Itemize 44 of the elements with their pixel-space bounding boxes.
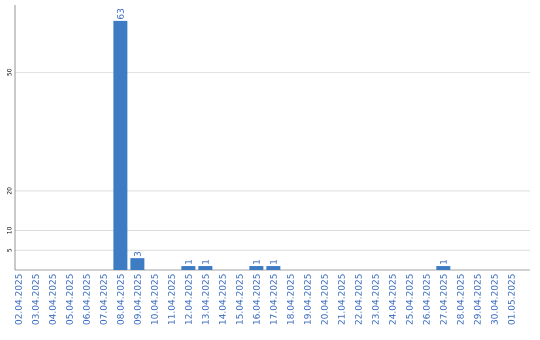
- data-label: 1: [270, 260, 277, 264]
- bar: [436, 266, 450, 270]
- bar: [113, 20, 128, 270]
- x-tick-label: 21.04.2025: [338, 274, 345, 324]
- bar: [249, 266, 264, 270]
- x-tick-label: 18.04.2025: [286, 274, 294, 324]
- x-tick-label: 25.04.2025: [406, 274, 413, 324]
- x-tick-label: 22.04.2025: [354, 274, 362, 324]
- bar: [130, 258, 144, 270]
- x-tick-label: 02.04.2025: [14, 274, 22, 324]
- data-label: 1: [185, 260, 192, 264]
- x-tick-label: 05.04.2025: [66, 274, 73, 324]
- x-tick-label: 19.04.2025: [304, 274, 311, 324]
- x-tick-label: 11.04.2025: [168, 274, 175, 324]
- x-tick-label: 17.04.2025: [270, 274, 277, 324]
- x-tick-label: 03.04.2025: [32, 274, 39, 324]
- x-tick-label: 04.04.2025: [48, 274, 56, 324]
- x-tick-label: 30.04.2025: [490, 274, 498, 324]
- data-label: 1: [202, 260, 209, 264]
- x-tick-label: 29.04.2025: [474, 274, 481, 324]
- x-tick-label: 28.04.2025: [456, 274, 464, 324]
- x-tick-label: 06.04.2025: [82, 274, 90, 324]
- bar: [266, 266, 280, 270]
- bar: [181, 266, 196, 270]
- x-tick-label: 24.04.2025: [388, 274, 396, 324]
- x-tick-label: 26.04.2025: [422, 274, 430, 324]
- data-label: 1: [253, 260, 260, 264]
- x-tick-label: 13.04.2025: [202, 274, 209, 324]
- x-tick-label: 14.04.2025: [218, 274, 226, 324]
- bar: [198, 266, 212, 270]
- x-tick-label: 12.04.2025: [184, 274, 192, 324]
- x-tick-label: 15.04.2025: [236, 274, 243, 324]
- x-tick-label: 27.04.2025: [440, 274, 447, 324]
- x-tick-label: 01.05.2025: [508, 274, 515, 324]
- x-tick-label: 09.04.2025: [134, 274, 141, 324]
- x-tick-label: 23.04.2025: [372, 274, 379, 324]
- data-label: 63: [116, 8, 124, 19]
- x-tick-label: 20.04.2025: [320, 274, 328, 324]
- x-tick-label: 08.04.2025: [116, 274, 124, 324]
- x-tick-label: 16.04.2025: [252, 274, 260, 324]
- data-label: 3: [134, 252, 141, 256]
- x-tick-label: 07.04.2025: [100, 274, 107, 324]
- data-label: 1: [440, 260, 447, 264]
- x-tick-label: 10.04.2025: [150, 274, 158, 324]
